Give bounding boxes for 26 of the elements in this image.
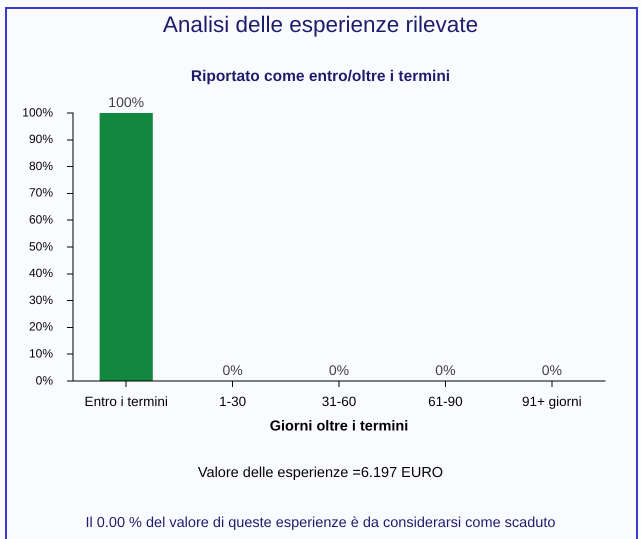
x-tick-label: 1-30 bbox=[219, 394, 246, 409]
data-label: 0% bbox=[222, 362, 243, 378]
y-tick-label: 90% bbox=[28, 132, 54, 146]
x-axis-title: Giorni oltre i termini bbox=[270, 418, 408, 434]
chart-title: Analisi delle esperienze rilevate bbox=[162, 11, 480, 39]
y-tick-label: 30% bbox=[28, 292, 54, 307]
chart-subtitle: Riportato come entro/oltre i termini bbox=[190, 67, 452, 87]
x-tick-label: 31-60 bbox=[322, 394, 356, 409]
text: Il 0.00 % del valore di queste esperienze è da considerarsi come scaduto bbox=[84, 514, 556, 532]
data-label: 0% bbox=[328, 362, 350, 378]
y-tick-label: 100% bbox=[22, 105, 54, 120]
x-tick-label: 61-90 bbox=[428, 394, 463, 409]
data-label: 0% bbox=[542, 362, 562, 378]
data-label: 0% bbox=[435, 362, 456, 378]
y-tick-label: 0% bbox=[36, 373, 54, 388]
x-tick-label: 91+ giorni bbox=[522, 394, 582, 409]
y-tick-label: 40% bbox=[28, 266, 54, 280]
y-tick-label: 60% bbox=[28, 212, 54, 227]
x-tick-label: Entro i termini bbox=[84, 394, 168, 409]
y-tick-label: 20% bbox=[28, 320, 54, 334]
data-label: 100% bbox=[108, 94, 144, 110]
text: Valore delle esperienze =6.197 EURO bbox=[196, 464, 444, 482]
y-tick-label: 70% bbox=[28, 186, 54, 200]
y-tick-label: 50% bbox=[28, 239, 54, 254]
y-tick-label: 10% bbox=[28, 346, 54, 361]
y-tick-label: 80% bbox=[28, 158, 54, 173]
